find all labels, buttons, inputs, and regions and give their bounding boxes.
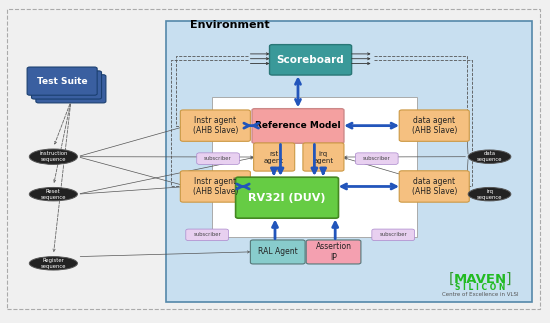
Ellipse shape xyxy=(29,187,78,201)
Text: data agent
(AHB Slave): data agent (AHB Slave) xyxy=(411,177,457,196)
Text: instruction
sequence: instruction sequence xyxy=(39,151,68,162)
Text: subscriber: subscriber xyxy=(204,156,232,161)
Text: subscriber: subscriber xyxy=(379,232,407,237)
FancyBboxPatch shape xyxy=(197,153,239,164)
Text: Reset
sequence: Reset sequence xyxy=(41,189,66,200)
Text: data agent
(AHB Slave): data agent (AHB Slave) xyxy=(411,116,457,135)
Ellipse shape xyxy=(468,150,511,163)
Text: Scoreboard: Scoreboard xyxy=(277,55,344,65)
Text: irq
sequence: irq sequence xyxy=(477,189,502,200)
FancyBboxPatch shape xyxy=(180,110,250,141)
Text: subscriber: subscriber xyxy=(193,232,221,237)
FancyBboxPatch shape xyxy=(306,240,361,264)
FancyBboxPatch shape xyxy=(250,240,305,264)
FancyBboxPatch shape xyxy=(235,177,338,218)
Text: irq
agent: irq agent xyxy=(314,151,333,163)
FancyBboxPatch shape xyxy=(399,171,469,202)
Text: Instr agent
(AHB Slave): Instr agent (AHB Slave) xyxy=(192,116,238,135)
Ellipse shape xyxy=(29,149,78,164)
Text: S I L I C O N: S I L I C O N xyxy=(455,283,505,292)
Ellipse shape xyxy=(29,256,78,270)
Text: Register
sequence: Register sequence xyxy=(41,258,66,269)
Text: subscriber: subscriber xyxy=(363,156,390,161)
Text: Test Suite: Test Suite xyxy=(37,77,87,86)
Text: data
sequence: data sequence xyxy=(477,151,502,162)
FancyBboxPatch shape xyxy=(180,171,250,202)
Text: Reference Model: Reference Model xyxy=(255,121,341,130)
FancyBboxPatch shape xyxy=(252,109,344,143)
Text: rst
agent: rst agent xyxy=(264,151,284,163)
Text: ]: ] xyxy=(506,272,512,286)
Text: MAVEN: MAVEN xyxy=(454,273,507,286)
FancyBboxPatch shape xyxy=(254,143,295,171)
FancyBboxPatch shape xyxy=(31,71,102,99)
Bar xyxy=(166,21,532,302)
FancyBboxPatch shape xyxy=(36,75,106,103)
FancyBboxPatch shape xyxy=(27,67,97,95)
Text: RV32I (DUV): RV32I (DUV) xyxy=(248,193,326,203)
FancyBboxPatch shape xyxy=(355,153,398,164)
FancyBboxPatch shape xyxy=(303,143,344,171)
Ellipse shape xyxy=(468,187,511,201)
FancyBboxPatch shape xyxy=(399,110,469,141)
Text: Assertion
IP: Assertion IP xyxy=(316,242,351,262)
Bar xyxy=(212,98,417,237)
Text: Environment: Environment xyxy=(190,20,270,30)
Text: Instr agent
(AHB Slave): Instr agent (AHB Slave) xyxy=(192,177,238,196)
FancyBboxPatch shape xyxy=(270,45,351,75)
Text: RAL Agent: RAL Agent xyxy=(258,247,298,256)
FancyBboxPatch shape xyxy=(372,229,415,241)
FancyBboxPatch shape xyxy=(186,229,228,241)
Text: [: [ xyxy=(449,272,454,286)
Text: Centre of Excellence in VLSI: Centre of Excellence in VLSI xyxy=(442,292,519,297)
